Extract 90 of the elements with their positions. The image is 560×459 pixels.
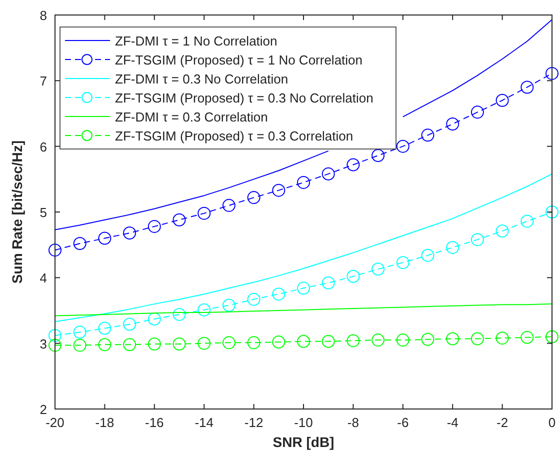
point xyxy=(198,206,211,220)
point xyxy=(372,149,385,162)
point xyxy=(470,106,484,119)
point xyxy=(496,224,509,238)
point xyxy=(470,233,484,246)
point xyxy=(98,232,112,245)
point xyxy=(73,338,86,352)
point xyxy=(148,337,161,350)
point xyxy=(546,206,558,218)
point xyxy=(123,226,136,240)
line-series xyxy=(54,173,552,322)
x-tick-label: -8 xyxy=(347,415,359,430)
legend-label: ZF-DMI τ = 1 No Correlation xyxy=(115,34,278,48)
point xyxy=(297,176,310,189)
legend-label: ZF-TSGIM (Proposed) τ = 1 No Correlation xyxy=(115,52,363,68)
point xyxy=(172,213,186,226)
point xyxy=(446,240,460,254)
point xyxy=(198,336,211,350)
point xyxy=(520,214,534,228)
point xyxy=(322,276,335,290)
x-tick-label: -14 xyxy=(194,415,214,430)
point xyxy=(247,292,260,306)
y-tick-label: 4 xyxy=(40,270,47,286)
point xyxy=(372,262,385,276)
x-tick-label: -20 xyxy=(46,415,64,430)
x-tick-label: -16 xyxy=(145,415,164,430)
point xyxy=(446,118,460,131)
x-tick-label: 0 xyxy=(548,415,556,430)
y-tick-label: 3 xyxy=(40,336,47,352)
x-axis-title: SNR [dB] xyxy=(272,434,334,450)
point xyxy=(346,270,360,283)
point xyxy=(98,338,112,352)
point xyxy=(372,334,385,347)
point xyxy=(222,298,236,312)
point xyxy=(322,334,335,348)
point xyxy=(272,184,286,197)
legend-label: ZF-TSGIM (Proposed) τ = 0.3 No Correlation xyxy=(115,90,374,106)
x-tick-label: -12 xyxy=(244,415,264,430)
point xyxy=(272,288,286,301)
point xyxy=(198,303,211,316)
point xyxy=(346,158,360,172)
point xyxy=(421,128,434,142)
point xyxy=(297,282,310,295)
point xyxy=(172,308,186,321)
point xyxy=(247,191,260,204)
y-tick-label: 6 xyxy=(40,139,47,154)
point xyxy=(421,332,434,346)
point xyxy=(148,220,161,233)
x-tick-label: -18 xyxy=(95,415,114,430)
point xyxy=(396,140,410,153)
y-tick-label: 2 xyxy=(40,402,47,417)
y-axis-title: Sum Rate [bit/sec/Hz] xyxy=(9,140,25,284)
point xyxy=(222,198,236,212)
point xyxy=(48,328,62,342)
legend-label: ZF-TSGIM (Proposed) τ = 0.3 Correlation xyxy=(115,128,354,144)
point xyxy=(421,248,434,262)
point xyxy=(98,322,112,335)
point xyxy=(172,337,186,350)
point xyxy=(396,334,410,347)
y-tick-label: 7 xyxy=(40,74,47,89)
y-tick-label: 8 xyxy=(40,8,47,23)
point xyxy=(446,332,460,346)
point xyxy=(73,326,86,339)
point xyxy=(123,338,136,352)
point xyxy=(297,334,310,348)
point xyxy=(148,312,161,326)
x-tick-label: -10 xyxy=(294,415,313,430)
point xyxy=(496,332,509,345)
point xyxy=(222,336,236,350)
point xyxy=(322,167,335,180)
point xyxy=(73,237,86,250)
point xyxy=(546,66,558,80)
point xyxy=(546,330,558,344)
point xyxy=(496,94,509,107)
legend-label: ZF-DMI τ = 0.3 Correlation xyxy=(115,110,268,124)
x-tick-label: -4 xyxy=(446,415,458,430)
point xyxy=(48,244,62,257)
point xyxy=(346,334,360,348)
point xyxy=(520,80,534,94)
point xyxy=(272,336,286,349)
point xyxy=(470,332,484,346)
point xyxy=(520,330,534,344)
y-tick-label: 5 xyxy=(40,205,47,220)
point xyxy=(123,318,136,331)
point xyxy=(247,336,260,350)
point xyxy=(48,338,62,352)
legend-label: ZF-DMI τ = 0.3 No Correlation xyxy=(115,72,288,86)
x-tick-label: -6 xyxy=(397,415,409,430)
point xyxy=(396,256,410,270)
x-tick-label: -2 xyxy=(496,415,508,430)
